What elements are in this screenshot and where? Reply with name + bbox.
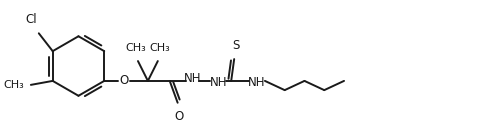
Text: CH₃: CH₃: [3, 80, 24, 90]
Text: NH: NH: [184, 72, 201, 85]
Text: S: S: [232, 39, 240, 52]
Text: NH: NH: [248, 76, 266, 89]
Text: O: O: [174, 110, 183, 123]
Text: NH: NH: [210, 76, 227, 89]
Text: O: O: [119, 74, 129, 87]
Text: CH₃: CH₃: [126, 43, 146, 53]
Text: Cl: Cl: [25, 13, 37, 26]
Text: CH₃: CH₃: [149, 43, 170, 53]
